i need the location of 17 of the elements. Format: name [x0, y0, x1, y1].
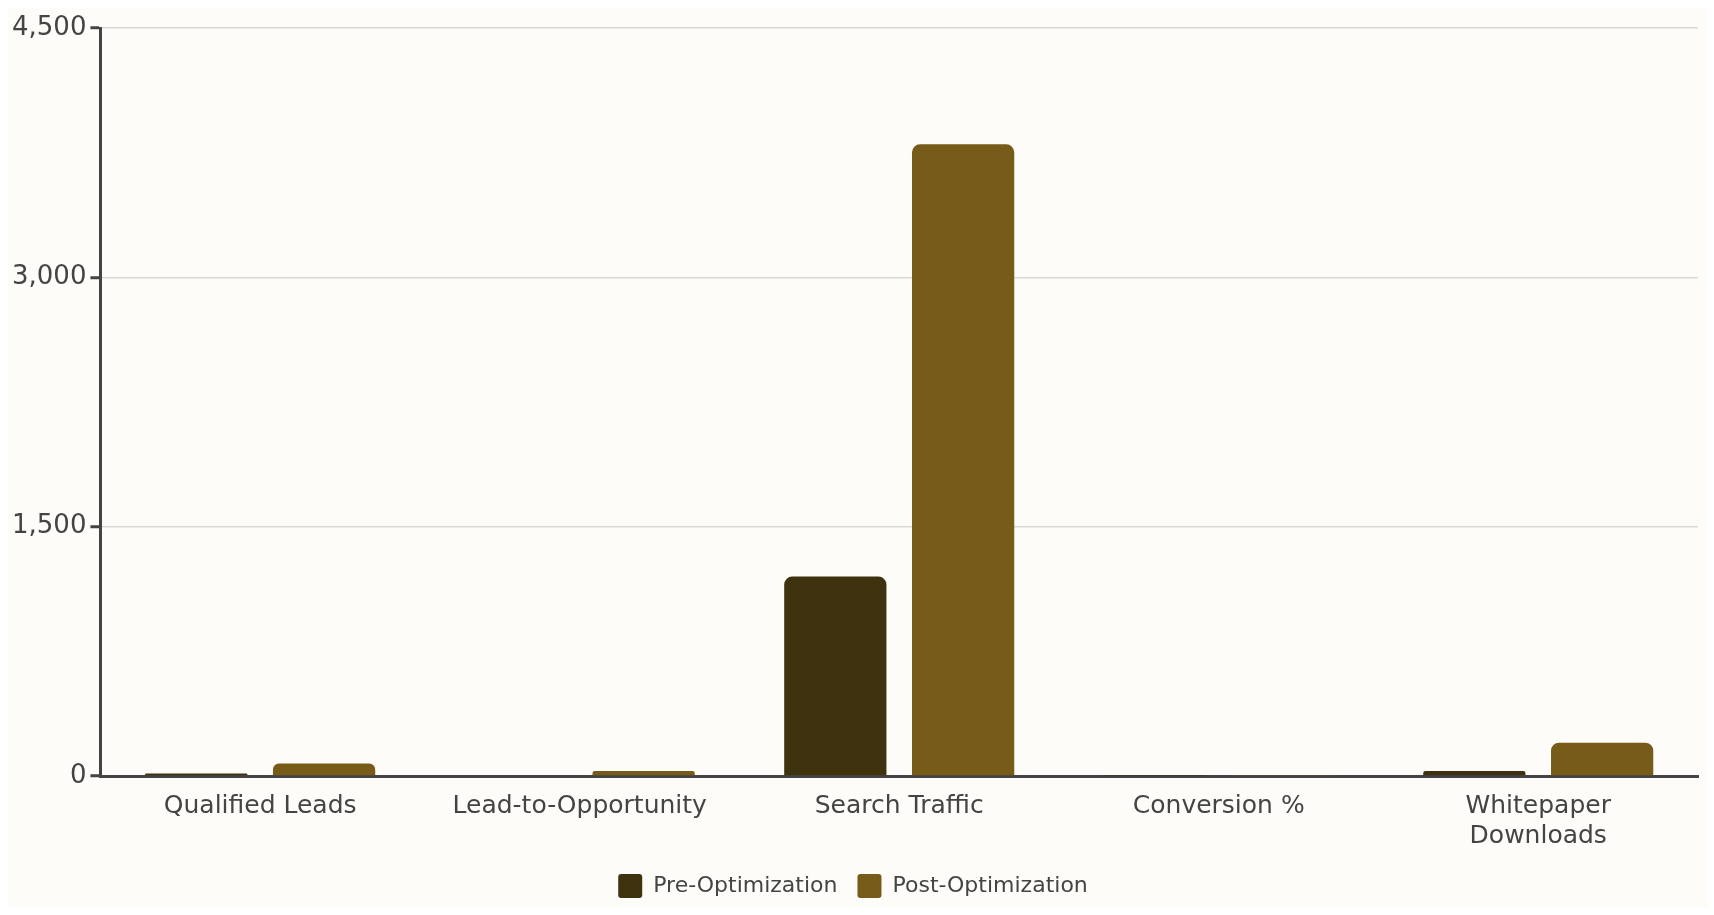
- x-tick-label: Lead-to-Opportunity: [452, 789, 708, 819]
- bar: [912, 144, 1015, 776]
- legend-label: Pre-Optimization: [653, 871, 838, 897]
- y-tick-label: 3,000: [12, 260, 87, 291]
- y-tick-label: 1,500: [12, 509, 87, 540]
- x-tick-label: Search Traffic: [814, 789, 984, 819]
- y-tick-label: 0: [69, 758, 87, 789]
- bar: [272, 763, 376, 776]
- x-tick-label: Whitepaper Downloads: [1465, 789, 1612, 849]
- y-tick-label: 4,500: [12, 10, 87, 41]
- legend-label: Post-Optimization: [892, 871, 1088, 897]
- bar: [1551, 742, 1654, 776]
- x-tick-label: Qualified Leads: [163, 789, 357, 819]
- bar: [592, 771, 695, 776]
- x-tick-label: Conversion %: [1132, 789, 1305, 819]
- bar: [784, 576, 887, 776]
- bar: [1423, 771, 1526, 776]
